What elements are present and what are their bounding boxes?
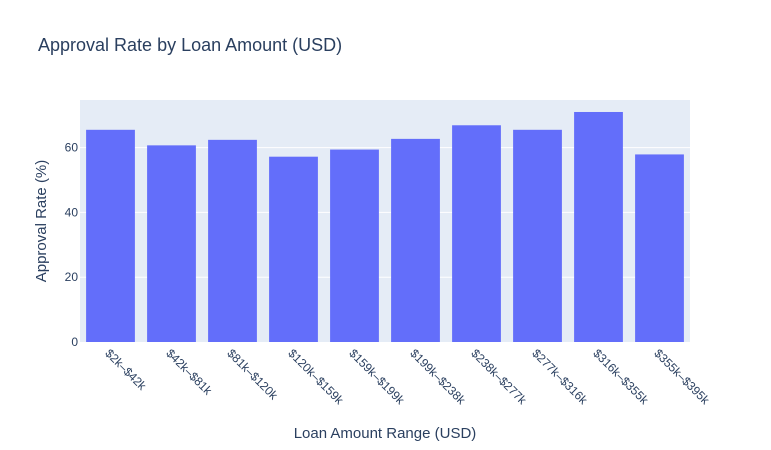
bar[interactable] [391, 138, 440, 342]
y-tick-labels: 0 20 40 60 [65, 141, 79, 349]
bar[interactable] [574, 111, 623, 343]
chart-title: Approval Rate by Loan Amount (USD) [38, 35, 342, 55]
bar[interactable] [452, 125, 501, 342]
x-tick-label: $2k–$42k [102, 346, 149, 393]
x-tick-label: $42k–$81k [163, 346, 215, 398]
bar[interactable] [635, 154, 684, 342]
bar[interactable] [86, 129, 135, 342]
x-tick-label: $199k–$238k [407, 346, 469, 408]
x-tick-label: $238k–$277k [468, 346, 530, 408]
x-tick-label: $120k–$159k [285, 346, 347, 408]
y-tick-label: 40 [65, 205, 79, 219]
y-tick-label: 0 [71, 335, 78, 349]
y-tick-label: 20 [65, 270, 79, 284]
bar[interactable] [269, 156, 318, 342]
bar[interactable] [330, 149, 379, 342]
x-tick-label: $355k–$395k [651, 346, 713, 408]
x-tick-label: $81k–$120k [224, 346, 281, 403]
bars [86, 111, 684, 343]
y-axis-title: Approval Rate (%) [33, 160, 50, 283]
bar[interactable] [513, 129, 562, 342]
x-tick-labels: $2k–$42k $42k–$81k $81k–$120k $120k–$159k $1… [102, 346, 713, 408]
bar[interactable] [208, 139, 257, 342]
x-tick-label: $277k–$316k [529, 346, 591, 408]
bar[interactable] [147, 145, 196, 342]
x-axis-title: Loan Amount Range (USD) [294, 425, 477, 442]
x-tick-label: $316k–$355k [590, 346, 652, 408]
x-tick-label: $159k–$199k [346, 346, 408, 408]
y-tick-label: 60 [65, 141, 79, 155]
